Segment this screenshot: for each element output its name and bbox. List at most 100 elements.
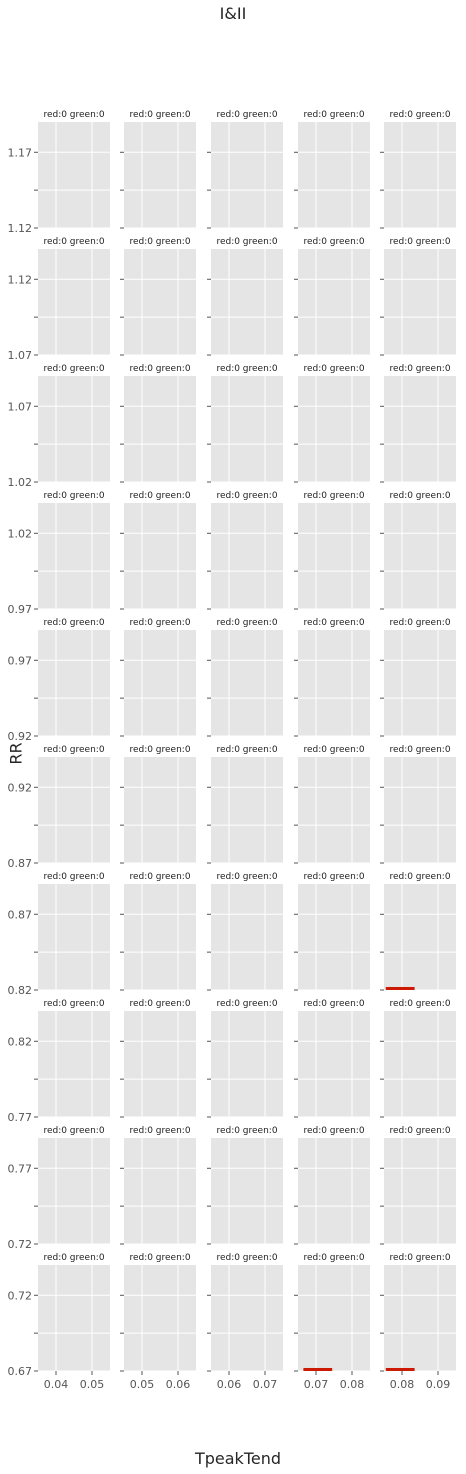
x-tick-label: 0.09 <box>426 1378 451 1391</box>
y-tick-label: 1.07 <box>8 349 33 362</box>
panel-background <box>211 1138 283 1244</box>
panel-background <box>384 884 456 990</box>
x-tick-label: 0.04 <box>44 1378 69 1391</box>
panel-title: red:0 green:0 <box>389 999 450 1009</box>
panel-background <box>38 503 110 609</box>
panel-title: red:0 green:0 <box>216 872 277 882</box>
panel-title: red:0 green:0 <box>129 491 190 501</box>
panel-title: red:0 green:0 <box>216 110 277 120</box>
panel-background <box>298 1265 370 1371</box>
panel-background <box>124 1265 196 1371</box>
panel-title: red:0 green:0 <box>129 110 190 120</box>
y-tick-label: 0.97 <box>8 654 33 667</box>
panel-title: red:0 green:0 <box>389 110 450 120</box>
panel-background <box>38 1138 110 1244</box>
x-tick-label: 0.07 <box>253 1378 278 1391</box>
panel-title: red:0 green:0 <box>303 237 364 247</box>
panel-background <box>384 503 456 609</box>
panel-background <box>298 884 370 990</box>
panel-background <box>384 249 456 355</box>
panel-title: red:0 green:0 <box>129 999 190 1009</box>
panel-background <box>211 757 283 863</box>
panel-background <box>124 1138 196 1244</box>
panel-background <box>211 376 283 482</box>
panel-background <box>211 884 283 990</box>
panel-background <box>38 249 110 355</box>
y-tick-label: 0.77 <box>8 1111 33 1124</box>
y-tick-label: 0.97 <box>8 603 33 616</box>
panel-background <box>211 503 283 609</box>
panel-background <box>38 1011 110 1117</box>
panel-background <box>124 122 196 228</box>
panel-background <box>384 630 456 736</box>
panel-title: red:0 green:0 <box>129 237 190 247</box>
panel-title: red:0 green:0 <box>216 745 277 755</box>
panel-background <box>298 757 370 863</box>
panel-background <box>298 122 370 228</box>
x-tick-label: 0.07 <box>304 1378 329 1391</box>
panel-title: red:0 green:0 <box>216 491 277 501</box>
x-axis-label: TpeakTend <box>194 1449 282 1468</box>
panel-background <box>298 630 370 736</box>
panel-title: red:0 green:0 <box>389 1253 450 1263</box>
panel-title: red:0 green:0 <box>43 110 104 120</box>
panel-background <box>124 249 196 355</box>
panel-background <box>38 1265 110 1371</box>
panel-title: red:0 green:0 <box>303 618 364 628</box>
panel-background <box>298 503 370 609</box>
x-tick-label: 0.05 <box>130 1378 155 1391</box>
panel-background <box>384 376 456 482</box>
panel-title: red:0 green:0 <box>43 999 104 1009</box>
panel-background <box>124 884 196 990</box>
red-bar-mark <box>303 1367 333 1371</box>
panel-title: red:0 green:0 <box>43 364 104 374</box>
panel-title: red:0 green:0 <box>389 364 450 374</box>
panel-background <box>124 630 196 736</box>
panel-title: red:0 green:0 <box>303 364 364 374</box>
panel-title: red:0 green:0 <box>216 999 277 1009</box>
panel-background <box>298 376 370 482</box>
panel-background <box>298 1011 370 1117</box>
panel-title: red:0 green:0 <box>43 237 104 247</box>
y-tick-label: 0.67 <box>8 1365 33 1378</box>
panel-title: red:0 green:0 <box>389 491 450 501</box>
panel-title: red:0 green:0 <box>303 491 364 501</box>
y-tick-label: 1.07 <box>8 400 33 413</box>
panel-title: red:0 green:0 <box>129 1126 190 1136</box>
panel-background <box>211 249 283 355</box>
panel-background <box>124 757 196 863</box>
figure-title: I&II <box>219 4 247 23</box>
panel-title: red:0 green:0 <box>303 999 364 1009</box>
panel-background <box>384 1011 456 1117</box>
y-tick-label: 1.17 <box>8 146 33 159</box>
panel-background <box>38 122 110 228</box>
panel-background <box>38 757 110 863</box>
panel-background <box>38 376 110 482</box>
y-tick-label: 0.72 <box>8 1238 33 1251</box>
y-tick-label: 0.92 <box>8 730 33 743</box>
panel-title: red:0 green:0 <box>303 872 364 882</box>
panel-background <box>298 249 370 355</box>
panel-title: red:0 green:0 <box>129 745 190 755</box>
panel-background <box>384 122 456 228</box>
x-tick-label: 0.06 <box>166 1378 191 1391</box>
y-tick-label: 0.82 <box>8 984 33 997</box>
panel-title: red:0 green:0 <box>216 237 277 247</box>
panel-title: red:0 green:0 <box>43 1126 104 1136</box>
panel-background <box>124 1011 196 1117</box>
panel-title: red:0 green:0 <box>303 1126 364 1136</box>
x-tick-label: 0.08 <box>340 1378 365 1391</box>
panel-title: red:0 green:0 <box>303 110 364 120</box>
panel-title: red:0 green:0 <box>216 618 277 628</box>
y-tick-label: 1.02 <box>8 476 33 489</box>
panel-background <box>384 1265 456 1371</box>
panel-background <box>211 1265 283 1371</box>
red-bar-mark <box>385 1367 415 1371</box>
x-tick-label: 0.08 <box>390 1378 415 1391</box>
y-tick-label: 0.82 <box>8 1035 33 1048</box>
panel-title: red:0 green:0 <box>129 618 190 628</box>
x-tick-label: 0.06 <box>217 1378 242 1391</box>
y-tick-label: 1.12 <box>8 222 33 235</box>
panel-background <box>38 630 110 736</box>
